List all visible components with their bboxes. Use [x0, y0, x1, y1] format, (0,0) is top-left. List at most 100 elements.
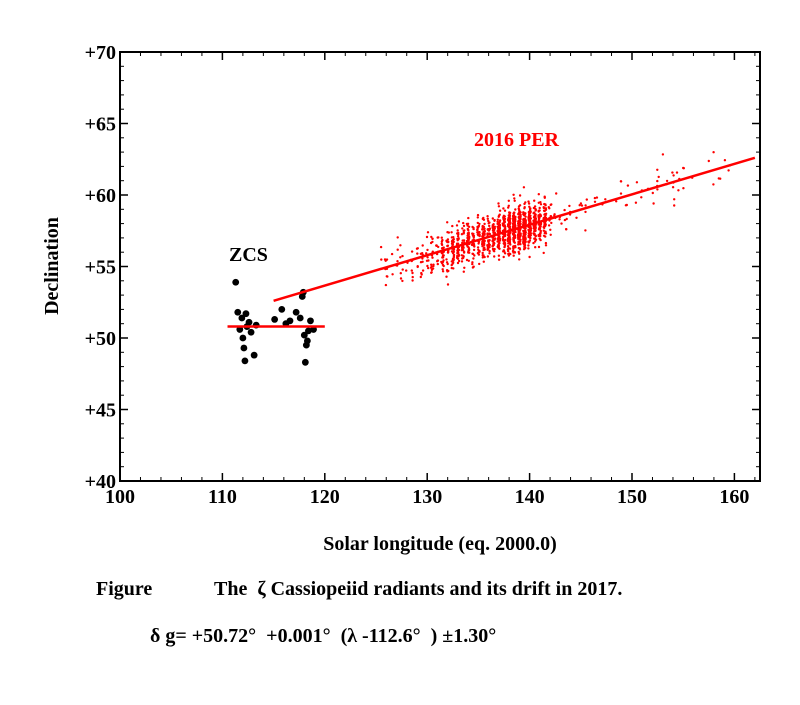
per-radiant-point [523, 202, 526, 206]
per-radiant-point [493, 255, 496, 258]
per-radiant-point [481, 256, 484, 259]
per-radiant-point [476, 213, 480, 217]
per-radiant-point [544, 208, 548, 211]
x-axis-ticks: 100 110 120 130 140 150 160 [105, 52, 756, 508]
per-radiant-point [445, 261, 449, 264]
per-radiant-point [514, 215, 517, 219]
per-radiant-point [467, 225, 471, 228]
per-radiant-point [538, 237, 541, 240]
zcs-radiant-point [232, 278, 240, 286]
per-radiant-point [481, 225, 484, 229]
per-radiant-point [426, 256, 429, 259]
figure-label: Figure [96, 578, 153, 600]
per-radiant-point [673, 204, 676, 207]
x-tick-label: 160 [719, 486, 749, 508]
per-radiant-point [445, 275, 448, 278]
per-radiant-point [524, 233, 527, 236]
per-radiant-point [528, 227, 532, 231]
per-radiant-point [445, 240, 448, 243]
per-radiant-point [399, 256, 402, 259]
per-radiant-point [503, 217, 507, 221]
per-radiant-point [508, 211, 512, 214]
per-radiant-point [503, 252, 507, 255]
per-radiant-point [503, 242, 506, 246]
per-radiant-point [496, 220, 499, 223]
per-radiant-point [487, 219, 490, 223]
per-radiant-point [471, 225, 474, 229]
per-radiant-point [471, 262, 474, 266]
per-radiant-point [503, 234, 506, 237]
per-radiant-point [483, 243, 486, 247]
per-radiant-point [467, 231, 470, 234]
per-radiant-point [619, 192, 623, 195]
per-radiant-point [460, 254, 463, 257]
per-radiant-point [524, 215, 527, 218]
per-radiant-point [461, 247, 464, 250]
zcs-radiant-point [242, 310, 250, 318]
per-radiant-point [430, 271, 433, 274]
per-radiant-point [542, 229, 545, 232]
zcs-radiant-point [250, 351, 258, 359]
per-radiant-point [534, 217, 538, 221]
per-radiant-point [514, 208, 517, 211]
per-radiant-point [419, 261, 423, 264]
per-radiant-point [513, 197, 516, 200]
per-radiant-point [462, 239, 465, 242]
per-radiant-point [558, 218, 561, 221]
per-radiant-point [440, 260, 443, 264]
per-radiant-point [512, 254, 515, 257]
zcs-radiant-point [296, 314, 304, 322]
per-radiant-point [465, 258, 469, 262]
per-radiant-point [461, 227, 464, 230]
per-radiant-point [527, 247, 530, 250]
per-radiant-point [460, 233, 464, 236]
per-radiant-point [507, 254, 511, 257]
per-radiant-point [537, 210, 540, 213]
per-radiant-point [426, 248, 429, 252]
per-radiant-point [504, 238, 507, 242]
per-radiant-point [415, 247, 419, 250]
per-radiant-point [437, 236, 440, 239]
per-radiant-point [565, 217, 568, 221]
per-radiant-point [457, 253, 461, 257]
zcs-radiant-point [305, 327, 312, 335]
per-radiant-point [511, 249, 515, 253]
per-radiant-point [512, 240, 516, 243]
x-tick-label: 100 [105, 486, 135, 508]
per-radiant-point [522, 238, 525, 241]
per-radiant-point [529, 232, 533, 235]
per-radiant-point [522, 214, 526, 217]
per-radiant-point [462, 224, 466, 228]
per-radiant-point [476, 246, 480, 249]
per-radiant-point [491, 217, 494, 220]
per-radiant-point [527, 202, 531, 205]
per-radiant-point [635, 181, 639, 184]
per-radiant-point [656, 188, 659, 191]
per-radiant-point [665, 179, 669, 183]
per-radiant-point [533, 237, 536, 240]
per-radiant-point [537, 245, 541, 249]
per-radiant-point [462, 251, 466, 254]
per-radiant-point [450, 266, 453, 270]
per-radiant-point [472, 243, 476, 246]
x-tick-label: 110 [208, 486, 237, 508]
per-radiant-point [441, 270, 445, 273]
per-radiant-point [542, 234, 546, 237]
per-radiant-point [430, 235, 433, 239]
per-radiant-point [416, 265, 419, 269]
per-radiant-point [502, 236, 505, 239]
per-radiant-point [492, 223, 495, 226]
zcs-radiant-point [300, 331, 308, 339]
per-radiant-point [450, 236, 454, 239]
per-radiant-point [456, 232, 459, 235]
per-radiant-point [656, 168, 659, 171]
per-radiant-point [584, 210, 587, 214]
per-radiant-point [503, 250, 506, 253]
per-radiant-point [677, 189, 680, 192]
per-radiant-point [488, 224, 491, 228]
per-radiant-point [427, 266, 430, 270]
per-radiant-point [503, 209, 507, 212]
per-radiant-point [399, 277, 403, 280]
per-radiant-point [468, 248, 471, 252]
per-radiant-point [517, 250, 520, 254]
